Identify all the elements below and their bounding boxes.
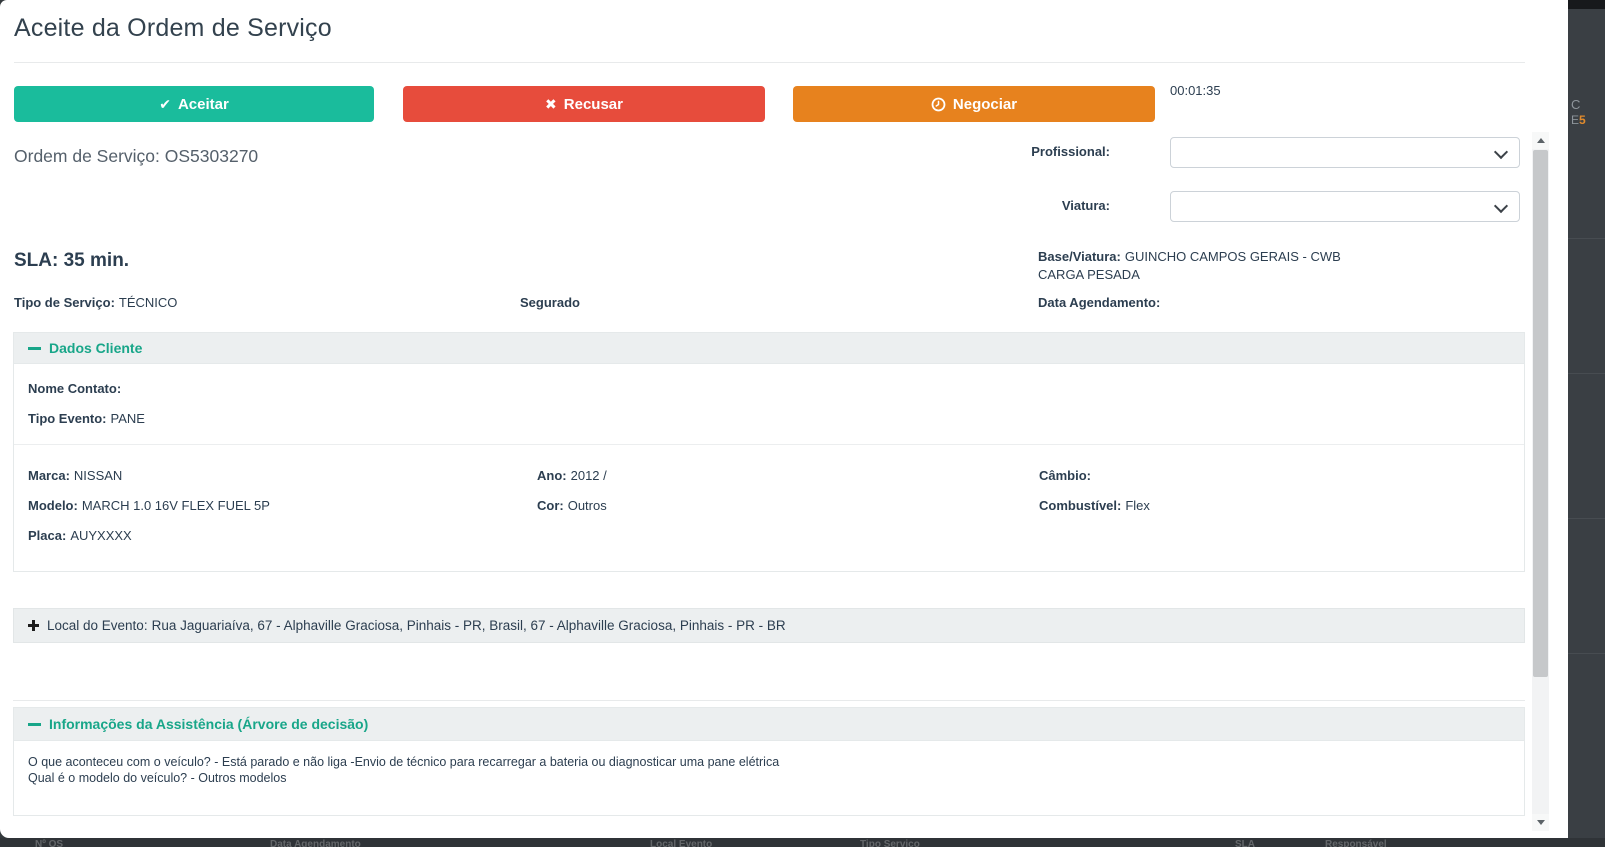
modelo-field: Modelo: MARCH 1.0 16V FLEX FUEL 5P [28,498,270,513]
service-order-accept-modal: Aceite da Ordem de Serviço ✔ Aceitar ✖ R… [0,0,1568,838]
clock-icon [931,97,946,112]
placa-field: Placa: AUYXXXX [28,528,132,543]
background-row-divider [1568,238,1605,239]
viatura-select[interactable] [1170,191,1520,222]
triangle-up-icon [1536,138,1545,143]
chevron-down-icon [1493,198,1509,214]
refuse-button-label: Recusar [563,95,623,113]
cambio-label: Câmbio: [1039,468,1091,483]
ano-label: Ano: [537,468,567,483]
sla-text: SLA: 35 min. [14,250,130,271]
professional-label: Profissional: [1031,144,1110,159]
refuse-button[interactable]: ✖ Recusar [403,86,765,122]
cor-field: Cor: Outros [537,498,607,513]
accept-button-label: Aceitar [177,95,229,113]
expand-plus-icon [28,620,39,631]
modelo-value: MARCH 1.0 16V FLEX FUEL 5P [81,498,270,513]
background-column-label: Tipo Serviço [860,839,920,847]
check-icon: ✔ [159,96,171,112]
combustivel-field: Combustível: Flex [1039,498,1150,513]
segurado-label: Segurado [520,295,580,310]
modal-scrollbar[interactable] [1532,132,1549,831]
placa-label: Placa: [28,528,67,543]
background-text-fragment: C [1571,97,1581,112]
client-data-panel: Dados Cliente Nome Contato: Tipo Evento:… [13,332,1525,572]
data-agendamento-label: Data Agendamento: [1038,295,1161,310]
collapse-minus-icon [28,346,41,350]
client-data-panel-header[interactable]: Dados Cliente [14,333,1524,364]
marca-value: NISSAN [73,468,123,483]
viatura-label: Viatura: [1061,198,1110,213]
tipo-servico-label: Tipo de Serviço: [14,295,115,310]
cor-label: Cor: [537,498,564,513]
local-evento-value: Rua Jaguariaíva, 67 - Alphaville Gracios… [151,618,786,633]
negotiate-button-label: Negociar [952,95,1018,113]
background-column-label: Local Evento [650,839,713,847]
background-row-divider [1568,518,1605,519]
background-table-header-dimmed: Nº OS Data Agendamento Local Evento Tipo… [0,838,1605,847]
order-number-line: Ordem de Serviço: OS5303270 [14,146,259,166]
tipo-servico-field: Tipo de Serviço: TÉCNICO [14,295,177,310]
x-icon: ✖ [545,96,557,112]
page-title: Aceite da Ordem de Serviço [14,14,332,42]
tipo-servico-value: TÉCNICO [118,295,178,310]
local-evento-label: Local do Evento: [47,618,148,633]
background-row-divider [1568,373,1605,374]
tipo-evento-value: PANE [110,411,145,426]
data-agendamento-field: Data Agendamento: [1038,295,1164,310]
tipo-evento-field: Tipo Evento: PANE [28,411,145,426]
base-viatura-label: Base/Viatura: [1038,249,1121,264]
base-viatura-field: Base/Viatura: GUINCHO CAMPOS GERAIS - CWB… [1038,248,1378,284]
divider [14,62,1525,63]
combustivel-value: Flex [1125,498,1150,513]
background-window-titlebar [1568,0,1605,9]
placa-value: AUYXXXX [70,528,132,543]
cambio-field: Câmbio: [1039,468,1095,483]
countdown-timer: 00:01:35 [1170,83,1221,98]
tipo-evento-label: Tipo Evento: [28,411,107,426]
scroll-down-button[interactable] [1532,814,1549,831]
divider [13,700,1525,701]
ano-field: Ano: 2012 / [537,468,607,483]
scroll-up-button[interactable] [1532,132,1549,149]
chevron-down-icon [1493,144,1509,160]
assistance-info-panel-title: Informações da Assistência (Árvore de de… [49,716,369,732]
collapse-minus-icon [28,722,41,726]
ano-value: 2012 / [570,468,607,483]
nome-contato-field: Nome Contato: [28,381,125,396]
background-column-label: Responsável [1325,839,1387,847]
divider [14,444,1524,445]
marca-label: Marca: [28,468,70,483]
marca-field: Marca: NISSAN [28,468,122,483]
modelo-label: Modelo: [28,498,78,513]
assistance-info-panel: Informações da Assistência (Árvore de de… [13,707,1525,816]
background-window-right-strip: C E5 [1568,0,1605,847]
negotiate-button[interactable]: Negociar [793,86,1155,122]
background-text-fragment: E5 [1571,113,1586,127]
cor-value: Outros [567,498,607,513]
professional-select[interactable] [1170,137,1520,168]
local-evento-text: Local do Evento: Rua Jaguariaíva, 67 - Al… [47,618,786,633]
background-row-divider [1568,653,1605,654]
client-data-panel-title: Dados Cliente [49,340,143,356]
assistance-info-body: O que aconteceu com o veículo? - Está pa… [28,754,1510,786]
combustivel-label: Combustível: [1039,498,1122,513]
nome-contato-label: Nome Contato: [28,381,122,396]
background-text-fragment: E [1571,113,1580,127]
triangle-down-icon [1536,820,1545,825]
assistance-line: O que aconteceu com o veículo? - Está pa… [28,755,780,769]
accept-button[interactable]: ✔ Aceitar [14,86,374,122]
assistance-info-panel-header[interactable]: Informações da Assistência (Árvore de de… [14,708,1524,741]
scrollbar-thumb[interactable] [1533,150,1548,677]
background-text-fragment: 5 [1579,113,1586,127]
background-column-label: Nº OS [35,839,64,847]
assistance-line: Qual é o modelo do veículo? - Outros mod… [28,771,287,785]
local-evento-bar[interactable]: Local do Evento: Rua Jaguariaíva, 67 - Al… [13,608,1525,643]
base-viatura-value: GUINCHO CAMPOS GERAIS - CWB CARGA PESADA [1038,249,1341,282]
background-column-label: Data Agendamento [270,839,361,847]
background-column-label: SLA [1235,839,1255,847]
